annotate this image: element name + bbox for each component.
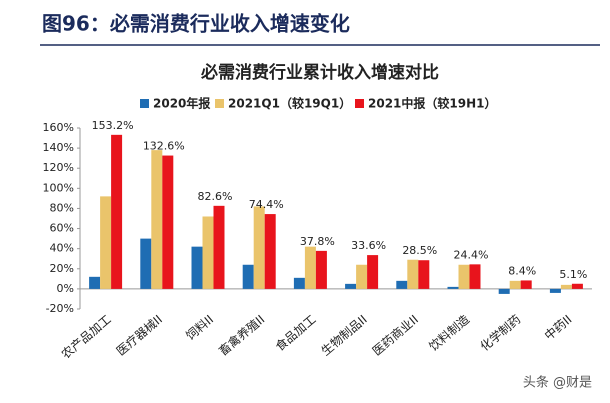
y-tick-label: 0%: [57, 282, 74, 295]
bar: [213, 205, 225, 289]
x-tick-label: 生物制品II: [319, 312, 370, 358]
bar: [100, 196, 112, 289]
bar: [407, 259, 419, 289]
bar: [264, 214, 276, 289]
bar: [498, 288, 510, 294]
page-title: 图96：必需消费行业收入增速变化: [42, 12, 350, 36]
legend-label: 2021Q1（较19Q1）: [228, 96, 351, 111]
legend-label: 2020年报: [153, 96, 210, 111]
x-tick-label: 饮料制造: [426, 312, 472, 354]
data-label: 8.4%: [508, 264, 536, 277]
y-tick-label: 140%: [43, 141, 74, 154]
bar: [111, 134, 123, 289]
x-tick-label: 中药II: [541, 311, 574, 342]
bar: [242, 264, 254, 289]
y-tick-label: 100%: [43, 181, 74, 194]
data-label: 132.6%: [143, 140, 185, 153]
bar: [315, 250, 327, 289]
x-tick-label: 畜禽养殖II: [216, 311, 268, 358]
legend-swatch: [140, 99, 149, 108]
bar: [447, 286, 459, 289]
bar: [509, 280, 521, 289]
bar: [89, 276, 101, 289]
x-tick-label: 饲料II: [183, 312, 216, 343]
y-tick-label: 60%: [50, 222, 74, 235]
x-tick-label: 食品加工: [272, 311, 318, 353]
y-tick-label: -20%: [46, 302, 74, 315]
data-label: 153.2%: [92, 119, 134, 132]
bar: [304, 246, 316, 289]
bar: [191, 246, 203, 289]
bar: [162, 155, 174, 289]
bar: [151, 150, 163, 289]
data-label: 82.6%: [198, 190, 233, 203]
data-label: 24.4%: [454, 248, 489, 261]
bar: [560, 284, 572, 289]
bar: [571, 283, 583, 289]
bar: [356, 264, 368, 289]
bar: [418, 260, 430, 289]
bar: [345, 283, 357, 289]
y-tick-label: 40%: [50, 242, 74, 255]
legend-swatch: [215, 99, 224, 108]
bar: [367, 255, 379, 289]
data-label: 74.4%: [249, 198, 284, 211]
legend-swatch: [355, 99, 364, 108]
bar: [520, 280, 532, 289]
bar: [140, 238, 152, 289]
bar: [202, 216, 214, 289]
data-label: 37.8%: [300, 235, 335, 248]
bar: [253, 206, 265, 289]
y-tick-label: 160%: [43, 121, 74, 134]
bar: [396, 280, 408, 289]
bar: [549, 288, 561, 293]
bar: [293, 277, 305, 289]
data-label: 28.5%: [402, 244, 437, 257]
x-tick-label: 化学制药: [477, 311, 523, 353]
x-tick-label: 医药商业II: [369, 311, 421, 358]
data-label: 33.6%: [351, 239, 386, 252]
y-tick-label: 120%: [43, 161, 74, 174]
chart-title: 必需消费行业累计收入增速对比: [200, 62, 439, 83]
legend-label: 2021中报（较19H1）: [368, 96, 497, 111]
x-tick-label: 农产品加工: [59, 312, 114, 361]
watermark: 头条 @财是: [523, 375, 592, 391]
x-tick-label: 医疗器械II: [113, 311, 165, 358]
y-tick-label: 80%: [50, 201, 74, 214]
y-tick-label: 20%: [50, 262, 74, 275]
bar: [458, 264, 470, 289]
data-label: 5.1%: [559, 268, 587, 281]
bar: [469, 264, 481, 289]
